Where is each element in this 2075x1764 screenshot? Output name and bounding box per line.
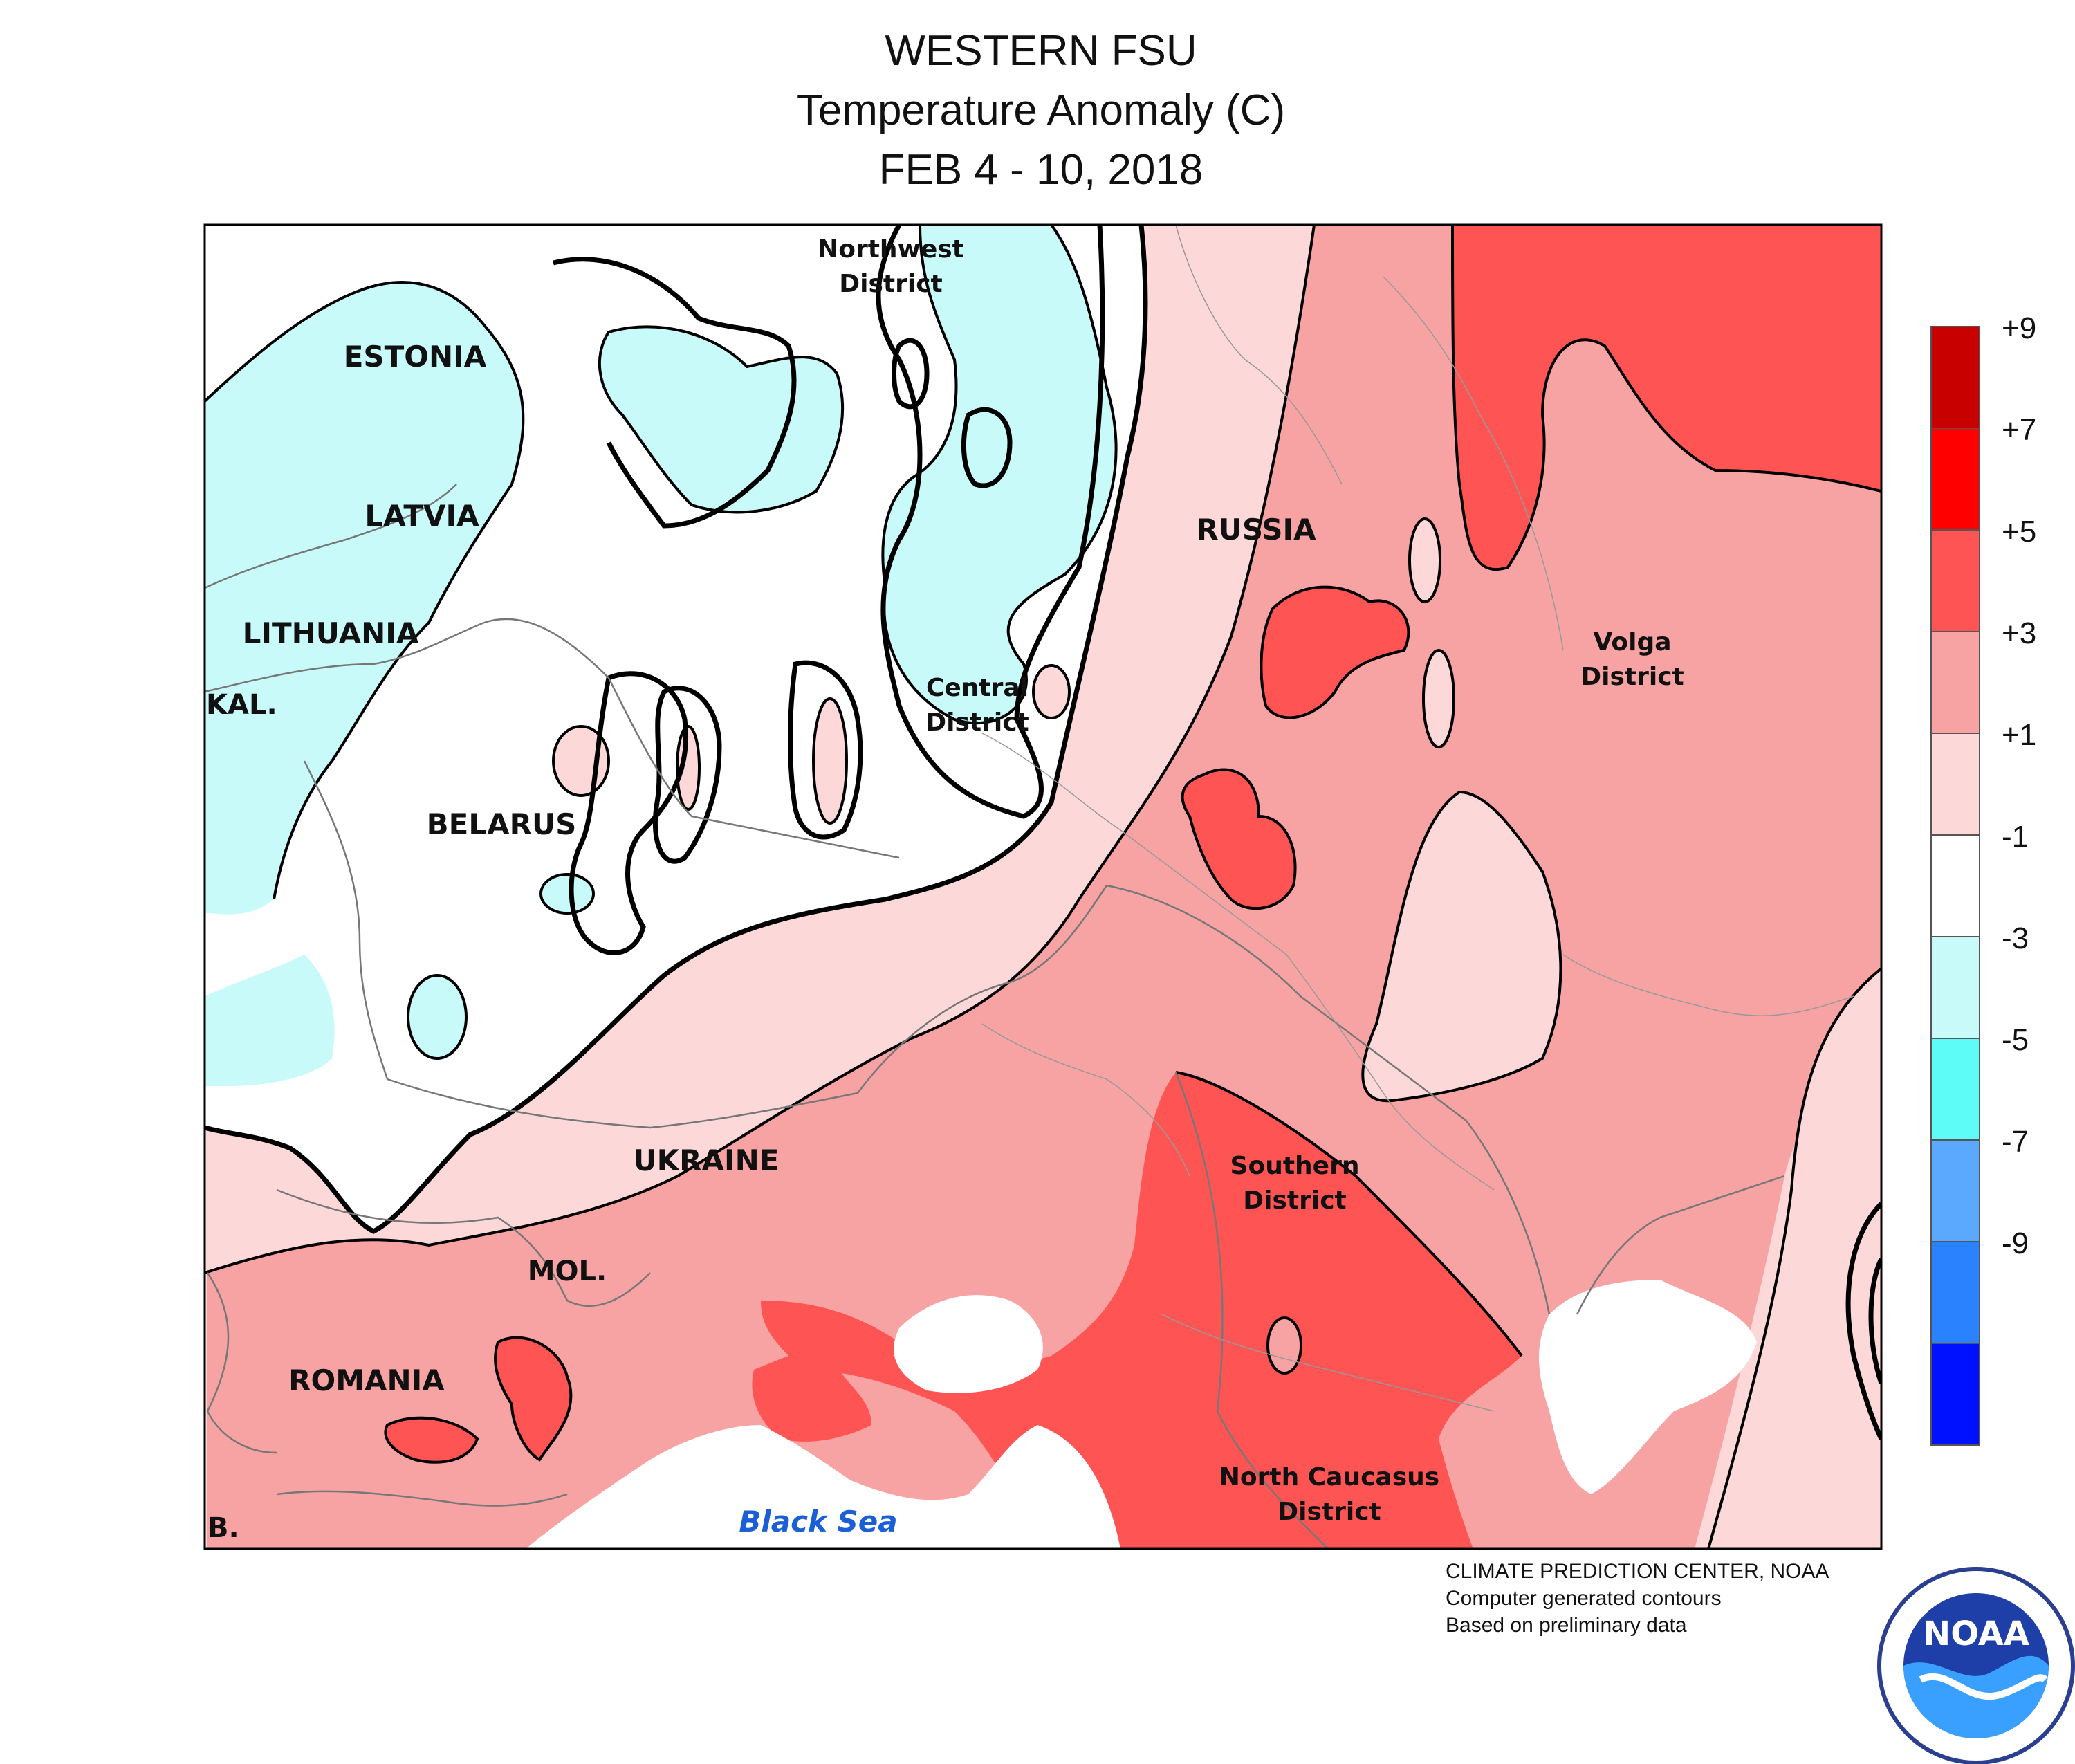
legend-swatch [1930, 834, 1980, 937]
legend-label: -3 [2002, 921, 2029, 955]
label-estonia: ESTONIA [344, 340, 487, 374]
fill-cool-baltic [205, 282, 524, 915]
legend-swatch [1930, 936, 1980, 1039]
contour-lines [205, 225, 1881, 1549]
label-bulgaria: B. [208, 1512, 239, 1544]
fill-plus5-plus7-romania-1 [495, 1337, 571, 1460]
legend-swatch [1930, 1038, 1980, 1141]
legend-swatch [1930, 326, 1980, 429]
fill-warm-strip-smolensk [1120, 225, 1314, 761]
label-romania: ROMANIA [288, 1363, 445, 1397]
label-north-caucasus-district-2: District [1278, 1498, 1381, 1526]
legend-label: -7 [2002, 1125, 2029, 1159]
caspian-sea-water [1539, 1280, 1757, 1494]
fill-plus5-plus7-romania-2 [385, 1417, 477, 1462]
label-northwest-district-2: District [839, 270, 943, 298]
fill-warm-island-4 [1033, 665, 1069, 718]
legend-label: +3 [2002, 616, 2036, 650]
fill-warm3-island-south [1268, 1318, 1301, 1373]
legend-label: +9 [2002, 311, 2036, 345]
azov-sea-water [894, 1295, 1043, 1393]
fill-plus5-plus7-south [761, 1072, 1522, 1549]
fill-plus1-plus3-volga-lobe [1363, 792, 1561, 1101]
label-central-district-1: Central [926, 674, 1029, 702]
fill-plus5-plus7-volga-north [1261, 587, 1409, 718]
label-moldova: MOL. [528, 1256, 607, 1287]
label-volga-district-2: District [1580, 663, 1684, 691]
map-title-variable: Temperature Anomaly (C) [796, 86, 1286, 134]
map-title-region: WESTERN FSU [885, 27, 1197, 75]
legend-swatch [1930, 733, 1980, 836]
credit-line-3: Based on preliminary data [1446, 1614, 1687, 1637]
legend-label: -9 [2002, 1226, 2029, 1260]
legend-swatch [1930, 1241, 1980, 1344]
label-lithuania: LITHUANIA [243, 616, 419, 650]
credit-line-2: Computer generated contours [1446, 1587, 1722, 1610]
credit-line-1: CLIMATE PREDICTION CENTER, NOAA [1446, 1560, 1829, 1583]
label-north-caucasus-district-1: North Caucasus [1219, 1463, 1439, 1491]
zero-contour-lines [205, 225, 1881, 1440]
legend-swatch [1930, 1139, 1980, 1242]
fill-warm-island-6 [1423, 650, 1454, 747]
legend-swatch [1930, 428, 1980, 531]
fill-warm-island-3 [813, 699, 847, 823]
fill-plus5-plus7-crimea [752, 1350, 872, 1442]
map-title-date: FEB 4 - 10, 2018 [878, 146, 1204, 194]
legend-label: +1 [2002, 718, 2036, 752]
legend-label: -1 [2002, 820, 2029, 854]
legend-label: +5 [2002, 515, 2036, 549]
legend-label: +7 [2002, 413, 2036, 447]
label-black-sea: Black Sea [739, 1505, 897, 1538]
color-legend: +9 +7 +5 +3 +1 -1 -3 -5 -7 -9 [1930, 311, 2036, 1446]
fill-plus3-plus5-east [208, 225, 1881, 1549]
label-southern-district-2: District [1243, 1186, 1347, 1215]
district-borders [981, 225, 1854, 1412]
legend-swatch [1930, 529, 1980, 632]
label-kaliningrad: KAL. [206, 689, 277, 721]
label-southern-district-1: Southern [1230, 1152, 1360, 1180]
fill-warm-island-5 [1410, 519, 1440, 602]
fill-plus5-plus7-northeast [1452, 225, 1881, 570]
legend-swatch [1930, 1343, 1980, 1446]
place-labels: ESTONIA LATVIA LITHUANIA KAL. BELARUS UK… [206, 235, 1684, 1544]
black-sea-water [526, 1425, 1120, 1549]
label-volga-district-1: Volga [1593, 628, 1671, 656]
fill-plus1-plus3-far-east [1708, 968, 1881, 1549]
label-ukraine: UKRAINE [634, 1143, 780, 1177]
fill-cool-small-south [408, 975, 466, 1058]
legend-label: -5 [2002, 1023, 2029, 1057]
map-frame [205, 225, 1881, 1549]
label-central-district-2: District [925, 708, 1029, 737]
noaa-logo-text: NOAA [1923, 1615, 2029, 1653]
noaa-logo: NOAA [1877, 1567, 2075, 1764]
fill-cool-south-belarus [205, 955, 335, 1086]
fill-warm-island-2 [677, 726, 699, 809]
label-northwest-district-1: Northwest [818, 235, 964, 264]
fill-plus5-plus7-voronezh [1182, 769, 1295, 909]
fill-cool-small-belarus [541, 874, 593, 913]
map-border [203, 223, 1883, 1550]
noaa-logo-bird [1919, 1673, 2048, 1700]
label-latvia: LATVIA [365, 499, 479, 533]
country-borders [205, 484, 1785, 1549]
label-russia: RUSSIA [1196, 513, 1316, 546]
legend-swatch [1930, 631, 1980, 734]
label-belarus: BELARUS [427, 807, 577, 841]
